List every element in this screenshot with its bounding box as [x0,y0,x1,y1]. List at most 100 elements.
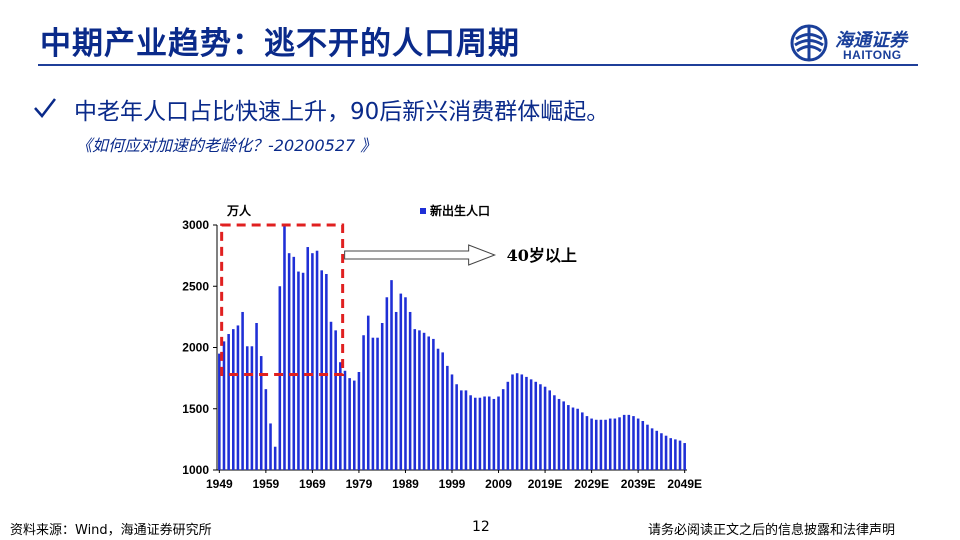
bar [636,418,640,470]
bar [450,374,454,470]
bar [497,396,500,470]
bar [501,389,505,470]
annotation-label: 40岁以上 [507,246,577,265]
bar [669,438,672,470]
x-tick-label: 2009 [485,477,512,491]
bar [269,423,272,470]
y-tick-label: 2500 [182,279,209,293]
bar [487,396,491,470]
bar [259,356,263,470]
bar [339,362,342,470]
logo-text-en: HAITONG [843,48,902,62]
bar [218,353,221,471]
legend-label: 新出生人口 [430,203,490,218]
report-reference: 《如何应对加速的老龄化？-20200527 》 [76,136,377,155]
bar [515,373,519,470]
bar [567,405,570,470]
bar [427,336,431,470]
bar [613,418,617,470]
page-number: 12 [472,519,490,535]
bar [650,428,654,470]
bar [460,390,463,471]
bar [455,384,458,470]
bar [599,419,603,470]
haitong-globe-icon [790,24,828,62]
bar [250,346,254,470]
x-tick-label: 1949 [206,477,233,491]
bar [436,348,440,470]
y-tick-label: 2000 [182,341,209,355]
bar [604,419,607,470]
bar [422,332,426,470]
bar [255,323,258,470]
bar [483,396,486,470]
bar [264,389,268,470]
bar [576,408,579,470]
bar [287,253,291,470]
bar [581,412,584,470]
bar [241,311,244,470]
bar [660,433,663,470]
bar [278,286,282,470]
x-tick-label: 2029E [574,477,609,491]
bar [315,250,319,470]
bar [506,381,510,470]
bar [562,401,565,470]
bar [413,329,417,471]
bullet-point: 中老年人口占比快速上升，90后新兴消费群体崛起。 [32,92,609,126]
bar [343,370,347,470]
x-tick-label: 1999 [439,477,466,491]
bar [306,247,310,470]
bar [594,419,598,470]
x-tick-label: 1989 [392,477,419,491]
bar [618,417,621,470]
bar [232,329,235,471]
bar [362,335,365,470]
bar [678,440,682,470]
bar [432,338,435,470]
bar [297,271,300,470]
bar [236,325,240,470]
bar [539,384,542,470]
annotation-arrow [344,244,497,266]
highlight-box [220,223,345,376]
bar [520,374,524,470]
bar [511,374,514,470]
bar [245,346,249,470]
bar [273,446,277,470]
bar [353,380,356,470]
bar [385,297,389,470]
bar [441,352,444,470]
bar [408,311,412,470]
bar [394,311,398,470]
bar [222,341,226,471]
logo-text-cn: 海通证券 [835,30,907,51]
bar [557,398,561,470]
bar [641,421,645,470]
title-divider [38,64,918,66]
bar [478,397,482,470]
bar [525,376,528,470]
bar [301,272,305,470]
bar [674,439,677,471]
bar [357,372,361,470]
x-tick-label: 2019E [528,477,563,491]
bar [334,330,337,470]
bar [376,337,379,470]
bar [571,407,575,470]
bar [585,416,589,470]
bar [390,280,393,471]
bar [473,397,477,470]
bar [622,414,626,471]
bar [348,378,351,471]
bullet-text: 中老年人口占比快速上升，90后新兴消费群体崛起。 [74,99,610,125]
company-logo: 海通证券 HAITONG [790,24,930,64]
bar [590,418,593,470]
x-tick-label: 1969 [299,477,326,491]
bar [404,297,407,470]
bar [543,386,547,470]
bar [366,315,370,470]
bar [548,390,551,471]
bar [608,418,612,470]
check-icon [34,98,56,118]
